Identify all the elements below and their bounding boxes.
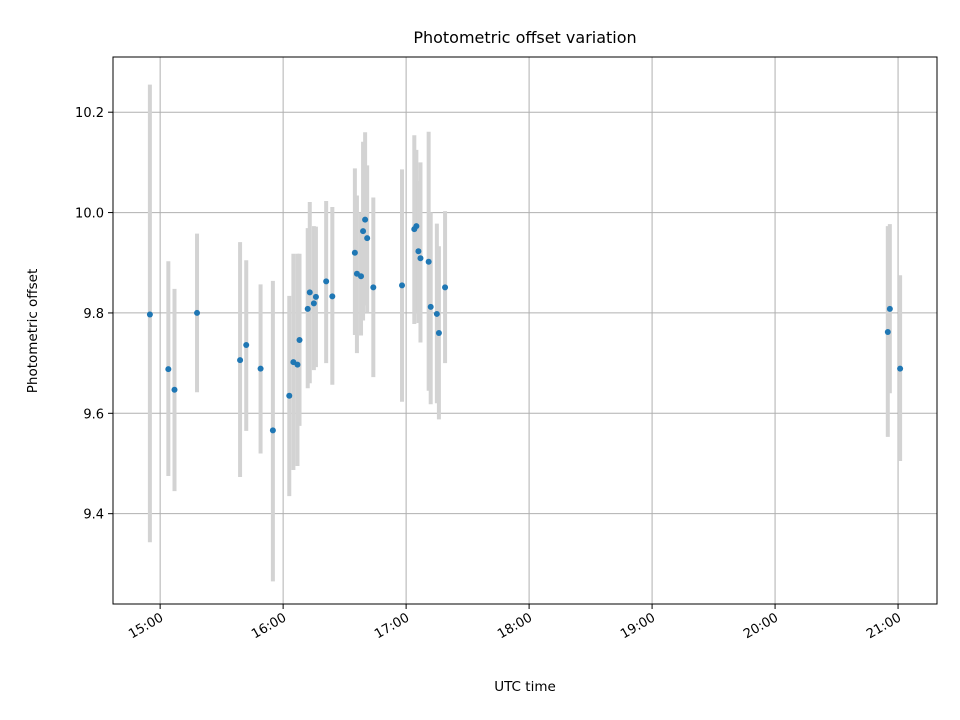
- data-point: [269, 427, 276, 434]
- y-axis-ticks: 9.4 9.6 9.8 10.0 10.2: [75, 106, 113, 523]
- data-point: [360, 228, 367, 235]
- data-point: [399, 282, 406, 289]
- data-point: [370, 284, 377, 291]
- data-point: [886, 305, 893, 312]
- data-point: [884, 329, 891, 336]
- data-point: [415, 248, 422, 255]
- data-point: [257, 365, 264, 372]
- data-point: [417, 255, 424, 262]
- data-point: [310, 300, 317, 307]
- data-point: [329, 293, 336, 300]
- data-points: [146, 216, 904, 434]
- data-point: [312, 293, 319, 300]
- data-point: [433, 310, 440, 317]
- data-point: [171, 386, 178, 393]
- data-point: [237, 357, 244, 364]
- y-tick-label: 9.4: [83, 508, 104, 523]
- data-point: [362, 216, 369, 223]
- data-point: [435, 330, 442, 337]
- data-point: [364, 235, 371, 242]
- grid: [113, 57, 937, 604]
- data-point: [425, 258, 432, 265]
- chart-title: Photometric offset variation: [413, 28, 636, 47]
- data-point: [304, 305, 311, 312]
- y-axis-label: Photometric offset: [25, 269, 41, 393]
- data-point: [294, 361, 301, 368]
- data-point: [358, 273, 365, 280]
- data-point: [442, 284, 449, 291]
- data-point: [146, 311, 153, 318]
- y-tick-label: 10.2: [75, 106, 104, 121]
- data-point: [296, 337, 303, 344]
- plot-frame: [112, 56, 938, 605]
- x-axis-label: UTC time: [494, 679, 556, 695]
- data-point: [351, 249, 358, 256]
- data-point: [897, 365, 904, 372]
- data-point: [194, 309, 201, 316]
- y-tick-label: 9.6: [83, 407, 104, 422]
- data-point: [306, 289, 313, 296]
- data-point: [413, 223, 420, 230]
- data-point: [243, 342, 250, 349]
- data-point: [165, 366, 172, 373]
- y-tick-label: 10.0: [75, 207, 104, 222]
- y-tick-label: 9.8: [83, 307, 104, 322]
- data-point: [286, 392, 293, 399]
- data-point: [323, 278, 330, 285]
- data-point: [427, 303, 434, 310]
